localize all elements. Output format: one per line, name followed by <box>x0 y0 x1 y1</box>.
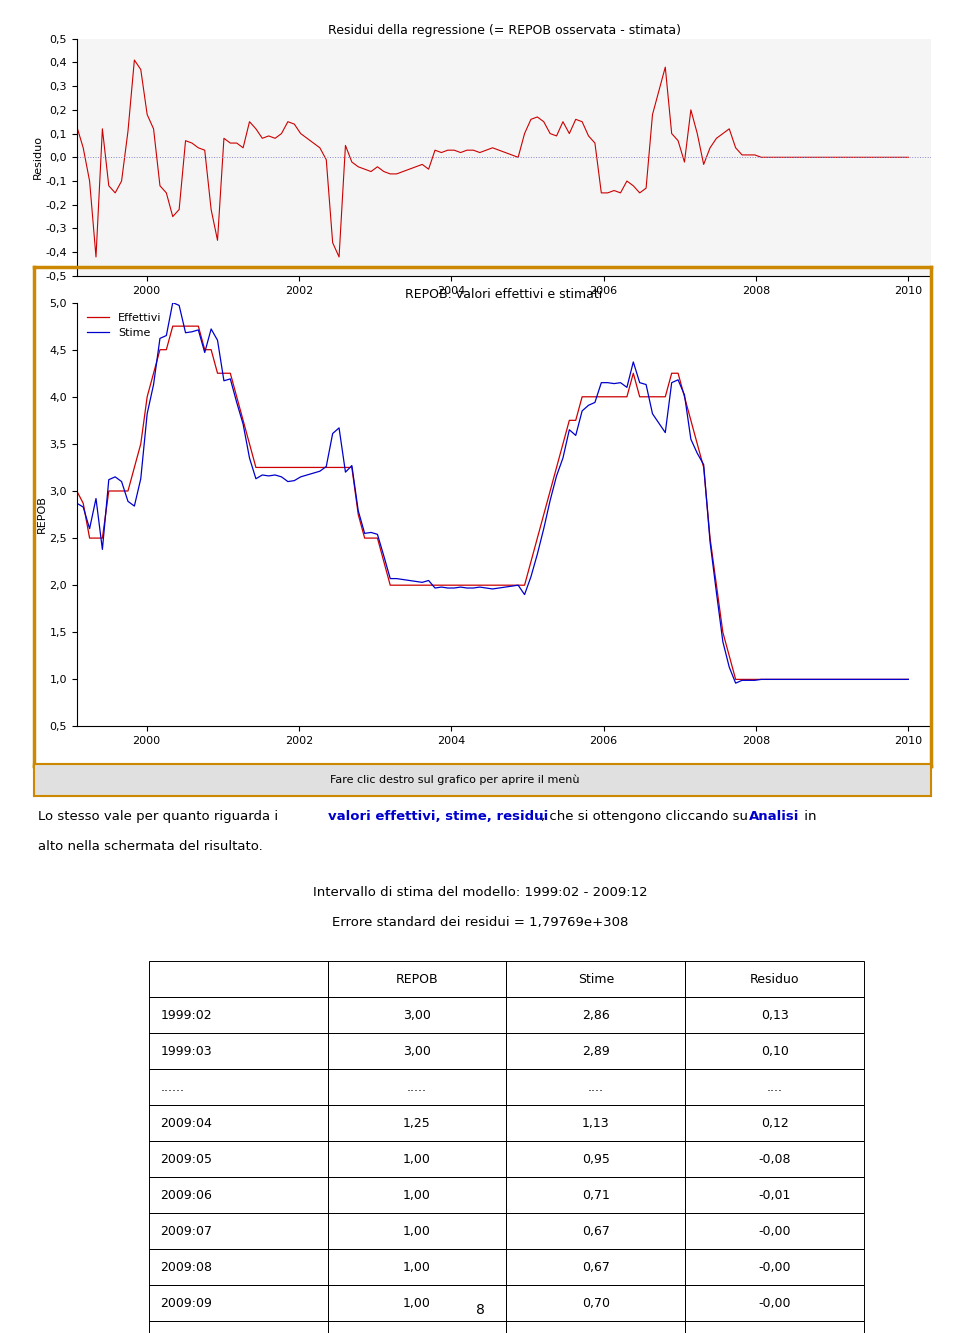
Text: 2,89: 2,89 <box>582 1045 610 1057</box>
Text: 3,00: 3,00 <box>403 1009 431 1021</box>
Text: Residuo: Residuo <box>750 973 800 985</box>
Effettivi <box>384 577 396 593</box>
Text: 1,25: 1,25 <box>403 1117 431 1129</box>
Text: , che si ottengono cliccando su: , che si ottengono cliccando su <box>541 810 753 824</box>
Text: 3,00: 3,00 <box>403 1045 431 1057</box>
Text: ....: .... <box>588 1081 604 1093</box>
Text: valori effettivi, stime, residui: valori effettivi, stime, residui <box>328 810 548 824</box>
Effettivi <box>499 577 511 593</box>
Text: Fare clic destro sul grafico per aprire il menù: Fare clic destro sul grafico per aprire … <box>330 774 579 785</box>
Text: -0,01: -0,01 <box>758 1189 791 1201</box>
Text: 0,13: 0,13 <box>760 1009 788 1021</box>
Effettivi <box>340 460 351 476</box>
Text: 0,67: 0,67 <box>582 1261 610 1273</box>
Text: -0,00: -0,00 <box>758 1297 791 1309</box>
Text: Errore standard dei residui = 1,79769e+308: Errore standard dei residui = 1,79769e+3… <box>332 916 628 929</box>
Stime <box>148 376 159 392</box>
Text: 2009:08: 2009:08 <box>160 1261 212 1273</box>
Text: 2009:05: 2009:05 <box>160 1153 212 1165</box>
Stime <box>499 579 511 595</box>
Effettivi <box>167 319 179 335</box>
Effettivi <box>148 365 159 381</box>
Text: 1,00: 1,00 <box>403 1189 431 1201</box>
Text: ....: .... <box>767 1081 782 1093</box>
Text: 1999:03: 1999:03 <box>160 1045 212 1057</box>
Text: in: in <box>800 810 816 824</box>
Text: 0,12: 0,12 <box>760 1117 788 1129</box>
Stime <box>902 672 914 688</box>
Line: Effettivi: Effettivi <box>77 327 908 680</box>
Stime <box>340 464 351 480</box>
Text: -0,08: -0,08 <box>758 1153 791 1165</box>
Stime <box>167 295 179 311</box>
Title: Residui della regressione (= REPOB osservata - stimata): Residui della regressione (= REPOB osser… <box>327 24 681 37</box>
Line: Stime: Stime <box>77 303 908 682</box>
Text: 1,00: 1,00 <box>403 1153 431 1165</box>
Effettivi <box>71 483 83 499</box>
Text: Analisi: Analisi <box>749 810 799 824</box>
Text: 1,00: 1,00 <box>403 1225 431 1237</box>
Text: 1,13: 1,13 <box>582 1117 610 1129</box>
Effettivi <box>902 672 914 688</box>
Text: REPOB: REPOB <box>396 973 439 985</box>
Text: ......: ...... <box>160 1081 184 1093</box>
Stime <box>384 571 396 587</box>
Legend: Effettivi, Stime: Effettivi, Stime <box>83 308 166 343</box>
Text: 1999:02: 1999:02 <box>160 1009 212 1021</box>
Title: REPOB: valori effettivi e stimati: REPOB: valori effettivi e stimati <box>405 288 603 301</box>
Effettivi <box>710 577 722 593</box>
Y-axis label: Residuo: Residuo <box>33 135 42 180</box>
Stime <box>730 674 741 690</box>
Text: Intervallo di stima del modello: 1999:02 - 2009:12: Intervallo di stima del modello: 1999:02… <box>313 886 647 900</box>
Text: 8: 8 <box>475 1302 485 1317</box>
Effettivi <box>403 577 415 593</box>
Stime <box>71 496 83 512</box>
Text: -0,00: -0,00 <box>758 1261 791 1273</box>
Text: 2009:04: 2009:04 <box>160 1117 212 1129</box>
Text: 0,10: 0,10 <box>760 1045 788 1057</box>
Stime <box>403 572 415 588</box>
Text: 0,71: 0,71 <box>582 1189 610 1201</box>
Text: Stime: Stime <box>578 973 614 985</box>
Text: 0,67: 0,67 <box>582 1225 610 1237</box>
Text: -0,00: -0,00 <box>758 1225 791 1237</box>
Text: 0,70: 0,70 <box>582 1297 610 1309</box>
Text: 2009:07: 2009:07 <box>160 1225 212 1237</box>
Text: 2009:06: 2009:06 <box>160 1189 212 1201</box>
Text: alto nella schermata del risultato.: alto nella schermata del risultato. <box>38 840 263 853</box>
Stime <box>710 585 722 601</box>
Text: Lo stesso vale per quanto riguarda i: Lo stesso vale per quanto riguarda i <box>38 810 283 824</box>
Text: .....: ..... <box>407 1081 427 1093</box>
Text: 1,00: 1,00 <box>403 1261 431 1273</box>
Effettivi <box>730 672 741 688</box>
Text: 1,00: 1,00 <box>403 1297 431 1309</box>
Text: 2,86: 2,86 <box>582 1009 610 1021</box>
Text: 0,95: 0,95 <box>582 1153 610 1165</box>
Text: 2009:09: 2009:09 <box>160 1297 212 1309</box>
Y-axis label: REPOB: REPOB <box>36 496 47 533</box>
